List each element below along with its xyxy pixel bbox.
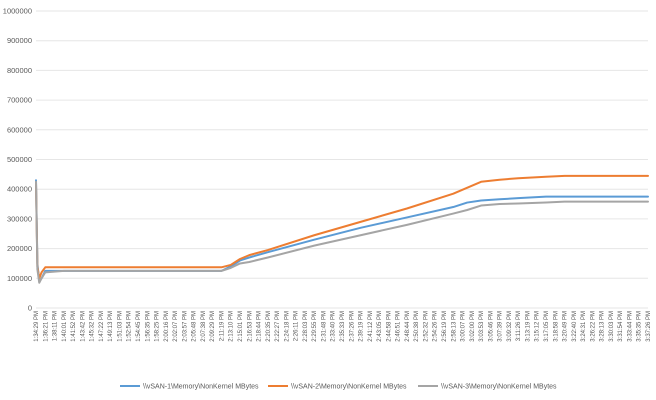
x-tick-label: 2:09:29 PM [210,311,216,342]
x-tick-label: 2:29:55 PM [312,311,318,342]
x-tick-label: 1:58:25 PM [155,311,161,342]
x-tick-label: 2:28:03 PM [303,311,309,342]
series-lines [35,174,649,284]
x-tick-label: 3:09:32 PM [507,311,513,342]
x-tick-label: 2:31:48 PM [321,311,327,342]
x-tick-label: 2:15:01 PM [238,311,244,342]
x-tick-label: 2:13:10 PM [229,311,235,342]
x-tick-label: 1:36:21 PM [43,311,49,342]
x-tick-label: 2:00:16 PM [164,311,170,342]
x-tick-label: 1:56:35 PM [145,311,151,342]
series-line-2 [35,174,649,280]
x-tick-label: 2:58:13 PM [451,311,457,342]
x-tick-label: 2:24:18 PM [284,311,290,342]
x-tick-label: 2:50:38 PM [414,311,420,342]
y-tick-label: 200000 [7,244,32,253]
x-tick-label: 2:54:26 PM [433,311,439,342]
x-tick-label: 1:49:13 PM [108,311,114,342]
x-tick-label: 3:26:22 PM [590,311,596,342]
x-tick-label: 2:39:19 PM [359,311,365,342]
x-tick-label: 3:18:58 PM [553,311,559,342]
x-tick-label: 3:33:44 PM [627,311,633,342]
x-tick-label: 1:54:45 PM [136,311,142,342]
x-tick-label: 2:16:53 PM [247,311,253,342]
x-tick-label: 3:00:07 PM [461,311,467,342]
x-tick-label: 2:52:32 PM [423,311,429,342]
gridlines [36,10,648,309]
y-tick-label: 300000 [7,214,32,223]
x-tick-label: 2:44:58 PM [386,311,392,342]
x-tick-label: 2:26:11 PM [294,311,300,341]
x-tick-label: 2:22:27 PM [275,311,281,342]
x-tick-label: 3:11:26 PM [516,311,522,341]
x-tick-label: 2:43:05 PM [377,311,383,342]
x-tick-label: 3:02:00 PM [470,311,476,342]
y-tick-label: 0 [28,304,32,313]
x-tick-label: 3:05:46 PM [488,311,494,342]
legend: \\vSAN-1\Memory\NonKernel MBytes \\vSAN-2… [120,384,557,391]
x-tick-label: 2:46:51 PM [396,311,402,342]
x-tick-label: 2:33:40 PM [331,311,337,342]
x-tick-label: 3:13:19 PM [525,311,531,342]
y-tick-label: 800000 [7,66,32,75]
x-tick-label: 2:41:12 PM [368,311,374,342]
x-tick-label: 2:02:07 PM [173,311,179,342]
x-tick-label: 1:47:22 PM [99,311,105,342]
x-tick-label: 2:05:48 PM [192,311,198,342]
x-tick-label: 3:31:54 PM [618,311,624,342]
x-tick-label: 3:15:12 PM [535,311,541,342]
y-axis-tick-labels: 0 100000 200000 300000 400000 500000 600000 700… [3,7,32,313]
x-tick-label: 2:48:44 PM [405,311,411,342]
y-tick-label: 500000 [7,155,32,164]
x-tick-label: 1:51:03 PM [117,311,123,342]
x-tick-label: 2:07:38 PM [201,311,207,342]
x-tick-label: 3:20:49 PM [563,311,569,342]
x-tick-label: 2:37:26 PM [349,311,355,342]
x-tick-label: 1:41:52 PM [71,311,77,342]
x-tick-label: 1:34:29 PM [34,311,40,342]
x-tick-label: 3:22:40 PM [572,311,578,342]
x-tick-label: 3:17:05 PM [544,311,550,342]
x-tick-label: 2:56:19 PM [442,311,448,342]
x-tick-label: 2:35:33 PM [340,311,346,342]
x-tick-label: 2:11:19 PM [219,311,225,341]
legend-label: \\vSAN-2\Memory\NonKernel MBytes [291,384,407,391]
x-tick-label: 3:03:53 PM [479,311,485,342]
series-line-3 [35,180,649,284]
x-tick-label: 3:37:26 PM [646,311,652,342]
y-tick-label: 900000 [7,36,32,45]
y-tick-label: 400000 [7,185,32,194]
x-tick-label: 2:18:44 PM [257,311,263,342]
legend-label: \\vSAN-1\Memory\NonKernel MBytes [143,384,259,391]
x-tick-label: 1:43:42 PM [80,311,86,342]
x-tick-label: 1:38:11 PM [53,311,59,341]
x-axis-tick-labels: 1:34:29 PM 1:36:21 PM 1:38:11 PM 1:40:01 PM… [34,311,652,342]
y-tick-label: 100000 [7,274,32,283]
x-tick-label: 2:03:57 PM [182,311,188,342]
x-tick-label: 1:52:54 PM [127,311,133,342]
x-tick-label: 3:07:39 PM [498,311,504,342]
x-tick-label: 3:30:03 PM [609,311,615,342]
x-tick-label: 3:24:31 PM [581,311,587,342]
y-tick-label: 700000 [7,96,32,105]
x-tick-label: 3:28:13 PM [600,311,606,342]
x-tick-label: 1:40:01 PM [62,311,68,342]
x-tick-label: 3:35:35 PM [637,311,643,342]
x-tick-label: 1:45:32 PM [90,311,96,342]
y-tick-label: 1000000 [3,7,32,16]
y-tick-label: 600000 [7,125,32,134]
x-tick-label: 2:20:35 PM [266,311,272,342]
legend-label: \\vSAN-3\Memory\NonKernel MBytes [441,384,557,391]
